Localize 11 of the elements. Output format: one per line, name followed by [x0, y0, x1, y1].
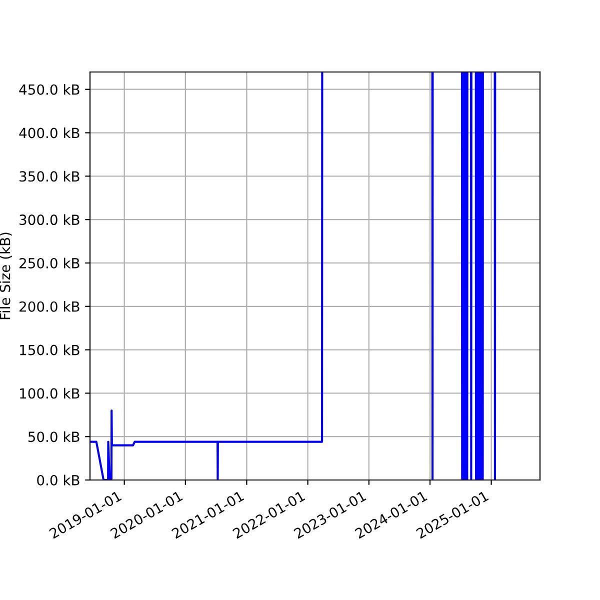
y-axis-title: File Size (kB) [0, 232, 12, 320]
y-tick-label: 300.0 kB [20, 214, 80, 226]
y-tick-label: 150.0 kB [20, 344, 80, 356]
y-tick-label: 50.0 kB [28, 431, 80, 442]
y-tick-label: 450.0 kB [19, 84, 80, 95]
y-tick-label: 100.0 kB [20, 388, 80, 399]
y-tick-label: 200.0 kB [20, 301, 80, 312]
y-tick-label: 250.0 kB [20, 258, 80, 268]
y-tick-label: 350.0 kB [20, 170, 80, 182]
y-tick-label: 0.0 kB [37, 474, 80, 486]
y-tick-label: 400.0 kB [19, 127, 80, 138]
